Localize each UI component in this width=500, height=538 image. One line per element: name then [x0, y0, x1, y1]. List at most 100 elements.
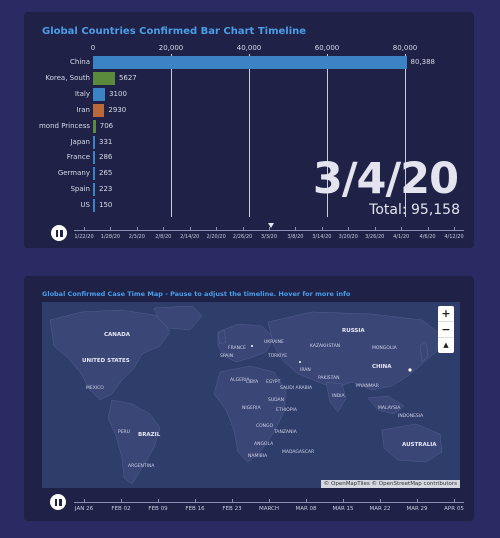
bar[interactable]: [93, 71, 115, 85]
map-country-label: TÜRKİYE: [268, 354, 288, 359]
bar-value-label: 223: [99, 185, 113, 194]
timeline-label[interactable]: 4/12/20: [444, 234, 464, 240]
timeline-track[interactable]: [74, 230, 464, 231]
timeline-tick: [84, 499, 85, 502]
bar[interactable]: [93, 167, 95, 181]
timeline-label[interactable]: 3/26/20: [365, 234, 385, 240]
timeline-handle[interactable]: [268, 223, 275, 228]
timeline-label[interactable]: 2/14/20: [180, 234, 200, 240]
bar-chart-panel: Global Countries Confirmed Bar Chart Tim…: [24, 12, 474, 248]
case-marker: [251, 345, 253, 347]
gridline: [405, 54, 406, 217]
timeline-tick: [417, 499, 418, 502]
timeline-label[interactable]: FEB 02: [111, 506, 131, 512]
map-country-label: TANZANIA: [274, 430, 297, 435]
map-country-label: CANADA: [104, 332, 130, 338]
timeline-label[interactable]: MAR 15: [332, 506, 354, 512]
map-country-label: IRAN: [300, 368, 311, 373]
timeline-label[interactable]: JAN 26: [74, 506, 94, 512]
bar-value-label: 331: [99, 137, 113, 146]
timeline-label[interactable]: 4/1/20: [393, 234, 410, 240]
timeline-label[interactable]: MAR 08: [295, 506, 317, 512]
bar-category-label: Japan: [70, 137, 90, 146]
timeline-tick: [195, 499, 196, 502]
map-country-label: KAZAKHSTAN: [310, 344, 341, 349]
map-pause-button[interactable]: [50, 494, 66, 510]
timeline-label[interactable]: FEB 23: [222, 506, 242, 512]
map-country-label: ANGOLA: [254, 442, 274, 447]
map-attribution[interactable]: © OpenMapTiles © OpenStreetMap contribut…: [320, 480, 460, 488]
pause-icon: [55, 229, 63, 237]
gridline: [327, 54, 328, 217]
zoom-in-button[interactable]: +: [438, 306, 454, 322]
map-country-label: CHINA: [372, 364, 392, 370]
timeline-track[interactable]: [74, 502, 464, 503]
timeline-label[interactable]: MAR 22: [369, 506, 391, 512]
case-marker: [299, 361, 301, 363]
bar-category-label: US: [80, 201, 90, 210]
x-tick-label: 60,000: [314, 44, 340, 52]
map-country-label: PAKISTAN: [318, 376, 340, 381]
map-country-label: CONGO: [256, 424, 274, 429]
timeline-label[interactable]: 4/6/20: [419, 234, 436, 240]
timeline-label[interactable]: FEB 09: [148, 506, 168, 512]
bar[interactable]: [93, 87, 106, 101]
timeline-tick: [158, 499, 159, 502]
timeline-label[interactable]: 2/26/20: [232, 234, 253, 240]
map-country-label: FRANCE: [228, 346, 246, 351]
bar-category-label: mond Princess: [38, 121, 90, 130]
bar-category-label: Spain: [70, 185, 90, 194]
timeline-label[interactable]: 2/8/20: [155, 234, 172, 240]
timeline-label[interactable]: 1/28/20: [100, 234, 121, 240]
gridline: [171, 54, 172, 217]
map-country-label: SUDAN: [268, 398, 284, 403]
map-country-label: AUSTRALIA: [402, 442, 437, 448]
pause-icon: [54, 498, 62, 506]
timeline-label[interactable]: 2/3/20: [128, 234, 145, 240]
bar[interactable]: [93, 199, 95, 213]
timeline-label[interactable]: 1/22/20: [74, 234, 94, 240]
map-country-label: PERU: [118, 430, 130, 435]
map-land-shapes: [49, 305, 443, 485]
timeline-tick: [401, 227, 403, 230]
timeline-label[interactable]: 3/8/20: [287, 234, 304, 240]
timeline-label[interactable]: 3/3/20: [260, 234, 278, 240]
bar[interactable]: [93, 151, 95, 165]
map-country-label: SAUDI ARABIA: [280, 386, 313, 391]
timeline-tick: [84, 227, 85, 230]
bar[interactable]: [93, 103, 105, 117]
timeline-label[interactable]: MAR 29: [406, 506, 428, 512]
map-country-label: ETHIOPIA: [276, 408, 297, 413]
bar[interactable]: [93, 135, 95, 149]
compass-button[interactable]: ▲: [443, 341, 449, 349]
bar[interactable]: [93, 56, 407, 69]
timeline-label[interactable]: APR 05: [444, 506, 464, 512]
timeline-label[interactable]: 3/14/20: [312, 234, 332, 240]
map-title: Global Confirmed Case Time Map - Pause t…: [42, 290, 351, 298]
map-country-label: ALGERIA: [230, 378, 250, 383]
bar[interactable]: [93, 119, 96, 133]
map-country-label: ARGENTINA: [128, 464, 155, 469]
timeline-tick: [343, 499, 344, 502]
timeline-tick: [306, 499, 307, 502]
timeline-label[interactable]: FEB 16: [185, 506, 205, 512]
pause-button[interactable]: [51, 225, 67, 241]
timeline-tick: [454, 227, 455, 230]
map-country-label: NIGERIA: [242, 406, 261, 411]
bar-category-label: Iran: [76, 105, 90, 114]
zoom-out-button[interactable]: −: [438, 322, 454, 338]
timeline-label[interactable]: MARCH: [258, 506, 280, 512]
map-country-label: SPAIN: [220, 354, 234, 359]
timeline-label[interactable]: 3/20/20: [338, 234, 358, 240]
world-map[interactable]: + − ▲ © OpenMapTiles © OpenStreetMap con…: [42, 302, 460, 488]
bar-category-label: Italy: [74, 89, 90, 98]
map-country-label: RUSSIA: [342, 328, 365, 334]
current-date: 3/4/20: [312, 154, 459, 204]
map-panel: Global Confirmed Case Time Map - Pause t…: [24, 276, 474, 521]
timeline-tick: [348, 227, 350, 230]
timeline-label[interactable]: 2/20/20: [206, 234, 226, 240]
bar-category-label: China: [70, 58, 90, 66]
bar[interactable]: [93, 183, 95, 197]
timeline-tick: [110, 227, 112, 230]
timeline-tick: [427, 227, 429, 230]
